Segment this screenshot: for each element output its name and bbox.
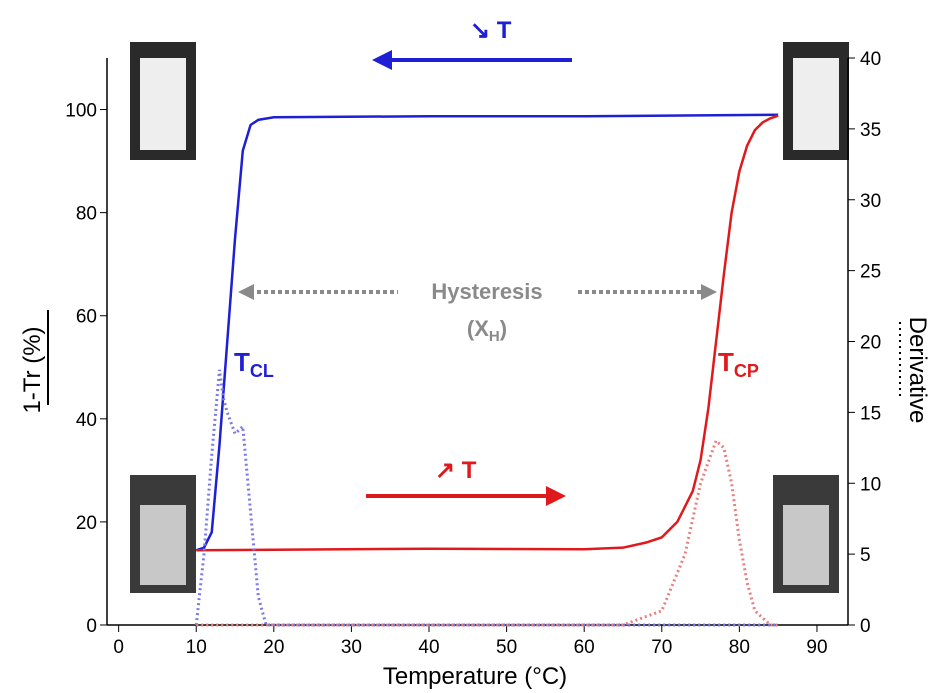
y-tick-label: 0 xyxy=(86,616,97,637)
x-tick-label: 50 xyxy=(496,637,517,658)
x-tick-label: 70 xyxy=(651,637,672,658)
x-tick-label: 0 xyxy=(113,637,124,658)
x-tick-label: 20 xyxy=(263,637,284,658)
arrowhead xyxy=(701,284,717,300)
x-tick-label: 30 xyxy=(341,637,362,658)
arrowhead xyxy=(238,284,254,300)
heating-label: ↗ T xyxy=(435,457,477,484)
text: T xyxy=(718,347,734,377)
series-line xyxy=(196,438,779,627)
cooling-label: ↘ T xyxy=(470,17,512,44)
y2-tick-label: 30 xyxy=(860,191,881,212)
text: T xyxy=(234,347,250,377)
y2-tick-label: 20 xyxy=(860,333,881,354)
text: ) xyxy=(500,316,507,341)
y2-tick-label: 40 xyxy=(860,49,881,70)
y2-tick-label: 25 xyxy=(860,262,881,283)
tcl-label: TCL xyxy=(234,347,274,381)
y2-tick-label: 15 xyxy=(860,403,881,424)
series-line xyxy=(195,113,779,552)
y-tick-label: 60 xyxy=(76,307,97,328)
photo-turbid xyxy=(140,58,186,150)
series-line xyxy=(194,369,779,627)
y-tick-label: 20 xyxy=(76,513,97,534)
y-tick-label: 80 xyxy=(76,204,97,225)
arrowhead xyxy=(372,50,392,70)
photo-turbid xyxy=(793,58,839,150)
arrowhead xyxy=(546,486,566,506)
hysteresis-label: Hysteresis xyxy=(431,279,542,304)
y2-tick-label: 5 xyxy=(860,545,871,566)
photo-clear xyxy=(783,505,829,585)
hysteresis-sub: (XH) xyxy=(467,316,507,345)
subscript: H xyxy=(489,328,500,345)
x-tick-label: 40 xyxy=(418,637,439,658)
subscript: CL xyxy=(250,361,274,381)
y2-tick-label: 10 xyxy=(860,474,881,495)
subscript: CP xyxy=(734,361,759,381)
x-tick-label: 10 xyxy=(186,637,207,658)
x-tick-label: 80 xyxy=(729,637,750,658)
y2-tick-label: 0 xyxy=(860,616,871,637)
x-tick-label: 60 xyxy=(574,637,595,658)
y-tick-label: 100 xyxy=(65,101,97,122)
y2-axis-label: Derivative xyxy=(904,317,931,424)
y-tick-label: 40 xyxy=(76,410,97,431)
x-tick-label: 90 xyxy=(806,637,827,658)
y-axis-label: 1-Tr (%) xyxy=(19,326,46,413)
y2-tick-label: 35 xyxy=(860,120,881,141)
text: (X xyxy=(467,316,489,341)
x-axis-label: Temperature (°C) xyxy=(383,663,567,690)
photos xyxy=(130,42,849,593)
photo-clear xyxy=(140,505,186,585)
series-line xyxy=(196,114,779,552)
tcp-label: TCP xyxy=(718,347,759,381)
